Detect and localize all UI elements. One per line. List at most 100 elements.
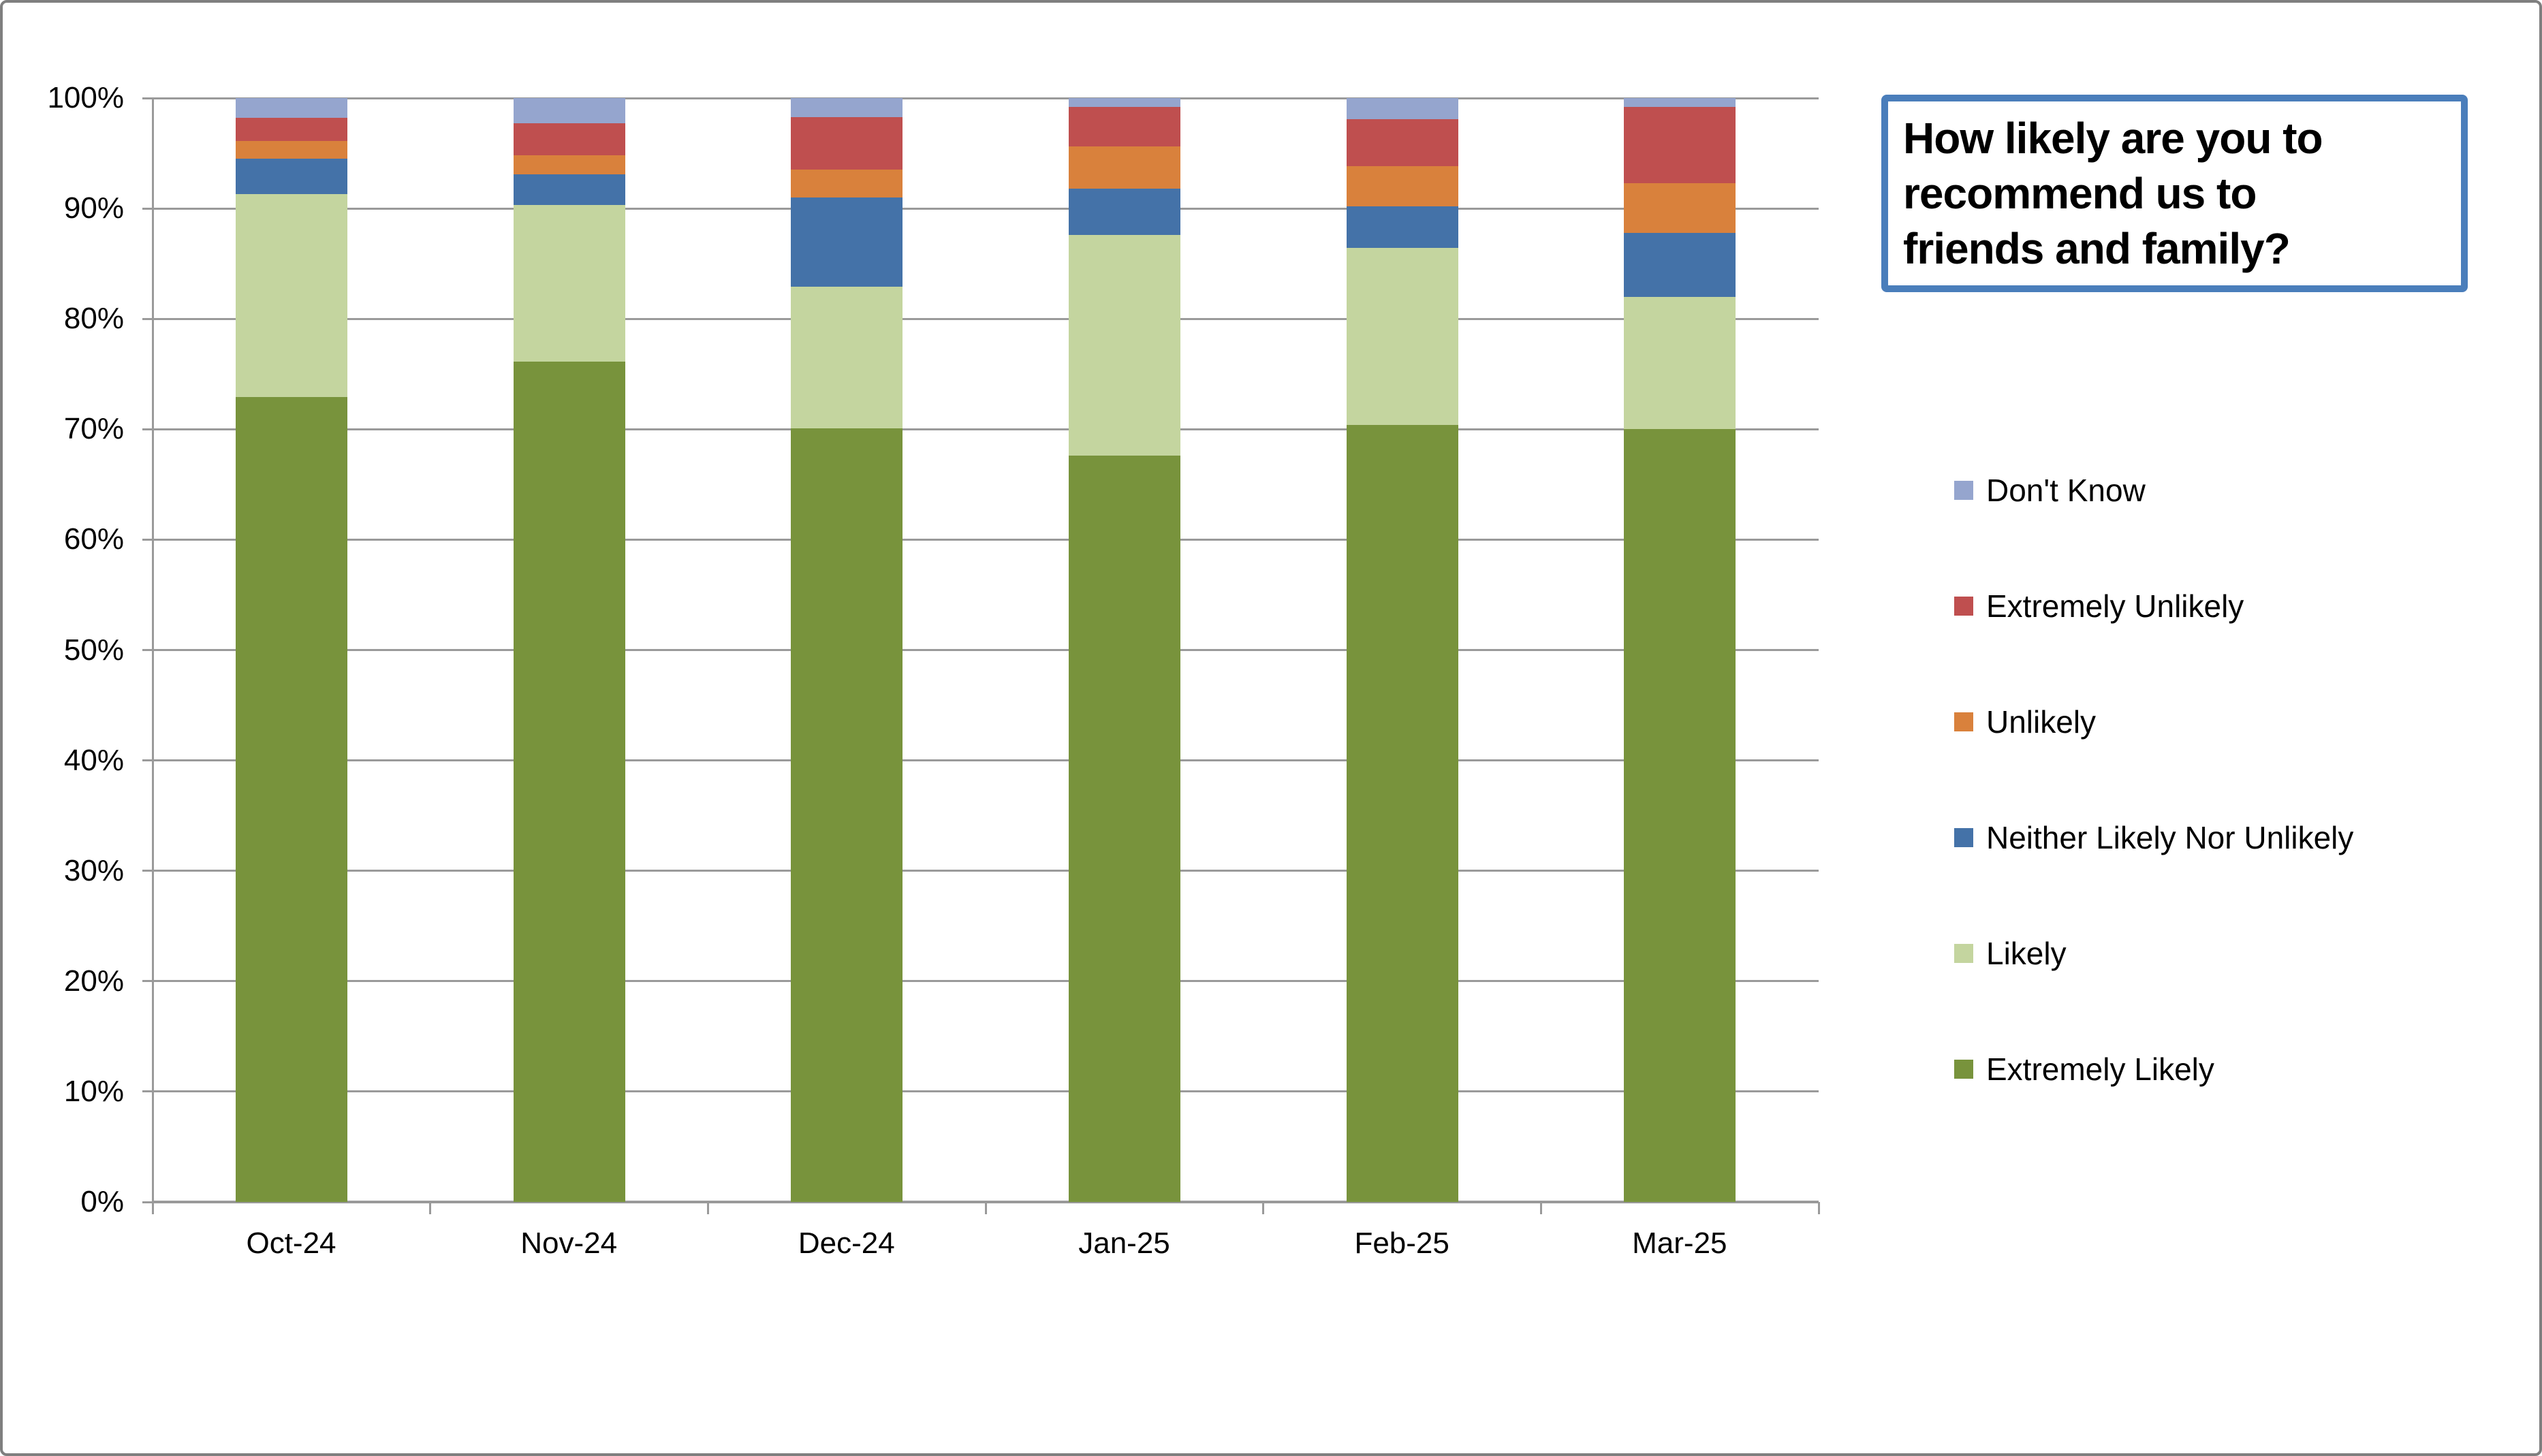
bar-segment-unlikely (1346, 166, 1458, 206)
y-axis-tick (142, 1090, 153, 1093)
bar-nov-24 (513, 98, 625, 1202)
bar-segment-likely (1346, 248, 1458, 425)
gridline (153, 97, 1819, 99)
bar-segment-neither-likely-nor-unlikely (1068, 188, 1180, 235)
bar-segment-extremely-unlikely (1068, 106, 1180, 147)
bar-segment-unlikely (513, 155, 625, 174)
bar-segment-likely (513, 205, 625, 362)
y-axis-label: 80% (63, 302, 124, 336)
x-axis-label: Dec-24 (798, 1226, 895, 1260)
legend-swatch (1954, 828, 1973, 847)
bar-oct-24 (235, 98, 347, 1202)
bar-segment-extremely-unlikely (1346, 118, 1458, 167)
legend-swatch (1954, 712, 1973, 731)
y-axis-label: 10% (63, 1074, 124, 1108)
legend-item-don-t-know: Don't Know (1954, 475, 2146, 506)
bar-feb-25 (1346, 98, 1458, 1202)
legend-label: Extremely Likely (1986, 1051, 2214, 1087)
chart-title-box: How likely are you to recommend us to fr… (1881, 95, 2468, 292)
bar-segment-extremely-unlikely (1624, 106, 1736, 183)
gridline (153, 428, 1819, 430)
y-axis-label: 90% (63, 191, 124, 225)
y-axis-tick (142, 97, 153, 99)
y-axis-tick (142, 980, 153, 983)
bar-segment-extremely-likely (1068, 456, 1180, 1202)
gridline (153, 1090, 1819, 1093)
y-axis-label: 0% (80, 1185, 124, 1218)
y-axis-label: 60% (63, 522, 124, 556)
bar-segment-likely (1068, 234, 1180, 456)
y-axis-label: 30% (63, 853, 124, 887)
x-axis-label: Oct-24 (246, 1226, 336, 1260)
gridline (153, 317, 1819, 320)
y-axis-label: 20% (63, 964, 124, 998)
y-axis-label: 40% (63, 743, 124, 777)
x-axis-label: Feb-25 (1354, 1226, 1449, 1260)
legend-swatch (1954, 1060, 1973, 1079)
y-axis-tick (142, 870, 153, 872)
bar-segment-don-t-know (1068, 98, 1180, 107)
bar-segment-don-t-know (791, 98, 903, 117)
gridline (153, 207, 1819, 210)
y-axis-line (151, 98, 154, 1214)
bar-segment-don-t-know (1346, 98, 1458, 119)
x-axis-tick (1539, 1202, 1542, 1214)
gridline (153, 649, 1819, 651)
bar-segment-extremely-unlikely (513, 123, 625, 156)
y-axis-tick (142, 1201, 153, 1203)
y-axis-tick (142, 649, 153, 651)
bar-segment-unlikely (791, 170, 903, 197)
legend-label: Unlikely (1986, 704, 2097, 740)
bar-segment-neither-likely-nor-unlikely (1624, 232, 1736, 297)
bar-segment-extremely-likely (1624, 429, 1736, 1202)
chart-title: How likely are you to recommend us to fr… (1903, 114, 2323, 273)
gridline (153, 870, 1819, 872)
bar-segment-unlikely (1624, 183, 1736, 233)
bar-segment-likely (1624, 296, 1736, 430)
bar-segment-extremely-likely (513, 362, 625, 1202)
bar-segment-likely (235, 193, 347, 398)
legend-swatch (1954, 481, 1973, 500)
legend-item-likely: Likely (1954, 938, 2067, 969)
y-axis-tick (142, 317, 153, 320)
bar-segment-don-t-know (513, 98, 625, 124)
x-axis-tick (706, 1202, 709, 1214)
bar-segment-don-t-know (235, 98, 347, 118)
y-axis-label: 70% (63, 412, 124, 446)
x-axis-tick (429, 1202, 432, 1214)
bar-dec-24 (791, 98, 903, 1202)
legend-swatch (1954, 597, 1973, 616)
legend-item-extremely-likely: Extremely Likely (1954, 1054, 2214, 1085)
y-axis-label: 50% (63, 633, 124, 667)
bar-segment-unlikely (235, 141, 347, 159)
x-axis-label: Nov-24 (520, 1226, 618, 1260)
y-axis-tick (142, 428, 153, 430)
x-axis-label: Jan-25 (1078, 1226, 1170, 1260)
legend-label: Don't Know (1986, 473, 2146, 508)
gridline (153, 980, 1819, 983)
bar-segment-neither-likely-nor-unlikely (235, 159, 347, 194)
x-axis-tick (151, 1202, 154, 1214)
bar-segment-neither-likely-nor-unlikely (1346, 206, 1458, 249)
bar-segment-extremely-likely (1346, 424, 1458, 1202)
y-axis-tick (142, 207, 153, 210)
bar-segment-neither-likely-nor-unlikely (791, 197, 903, 287)
legend-item-neither-likely-nor-unlikely: Neither Likely Nor Unlikely (1954, 822, 2353, 853)
x-axis-tick (1817, 1202, 1820, 1214)
bar-mar-25 (1624, 98, 1736, 1202)
bar-segment-unlikely (1068, 146, 1180, 189)
legend-label: Extremely Unlikely (1986, 588, 2244, 624)
bar-segment-extremely-likely (235, 397, 347, 1202)
legend-label: Neither Likely Nor Unlikely (1986, 820, 2354, 855)
bar-segment-don-t-know (1624, 98, 1736, 107)
bar-segment-neither-likely-nor-unlikely (513, 174, 625, 206)
bar-segment-extremely-likely (791, 428, 903, 1202)
bar-jan-25 (1068, 98, 1180, 1202)
y-axis-tick (142, 759, 153, 762)
bar-segment-extremely-unlikely (235, 118, 347, 142)
legend-label: Likely (1986, 936, 2067, 971)
gridline (153, 538, 1819, 541)
y-axis-label: 100% (47, 81, 124, 114)
legend-swatch (1954, 944, 1973, 963)
